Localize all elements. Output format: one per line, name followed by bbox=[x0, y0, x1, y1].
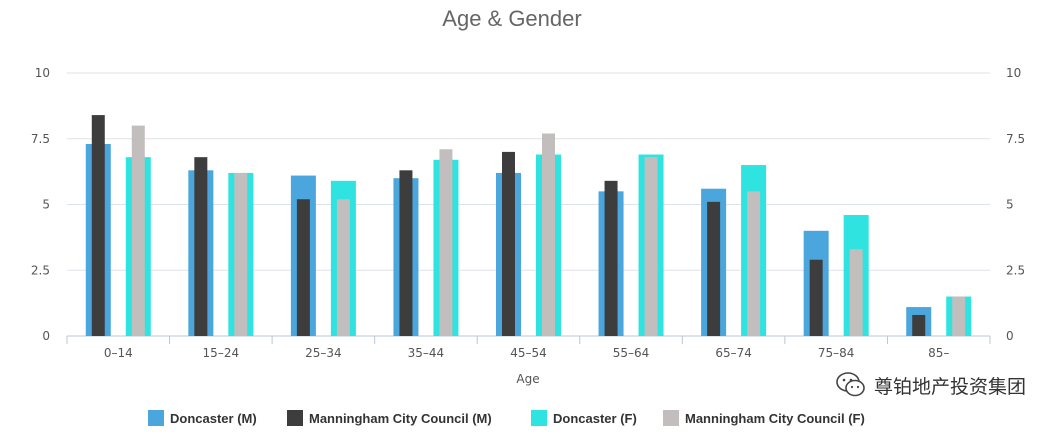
legend-swatch bbox=[287, 410, 303, 426]
legend-swatch bbox=[531, 410, 547, 426]
bar-manningham-f bbox=[439, 149, 453, 336]
chart-title: Age & Gender bbox=[442, 6, 581, 31]
x-tick-label: 65–74 bbox=[715, 346, 752, 360]
y-tick-label-left: 0 bbox=[42, 329, 50, 343]
bar-manningham-m bbox=[296, 199, 310, 336]
x-tick-label: 75–84 bbox=[818, 346, 855, 360]
legend-swatch bbox=[148, 410, 164, 426]
y-tick-label-left: 2.5 bbox=[31, 263, 50, 277]
y-tick-label-left: 5 bbox=[42, 198, 50, 212]
y-tick-label-right: 7.5 bbox=[1006, 132, 1025, 146]
bar-manningham-f bbox=[336, 199, 350, 336]
legend-swatch bbox=[663, 410, 679, 426]
x-tick-label: 0–14 bbox=[104, 346, 133, 360]
y-tick-label-right: 2.5 bbox=[1006, 263, 1025, 277]
bar-manningham-m bbox=[91, 115, 105, 336]
bar-manningham-f bbox=[644, 157, 658, 336]
legend-label: Manningham City Council (F) bbox=[685, 411, 865, 426]
x-axis-title: Age bbox=[516, 372, 539, 386]
bar-manningham-m bbox=[707, 201, 721, 336]
bar-manningham-f bbox=[234, 172, 248, 336]
bar-manningham-m bbox=[912, 314, 926, 336]
wechat-icon bbox=[836, 372, 865, 397]
bar-manningham-f bbox=[952, 296, 966, 336]
bar-manningham-m bbox=[502, 151, 515, 336]
x-tick-label: 45–54 bbox=[510, 346, 547, 360]
legend-label: Doncaster (F) bbox=[553, 411, 637, 426]
y-tick-label-right: 10 bbox=[1006, 66, 1021, 80]
y-tick-label-left: 10 bbox=[35, 66, 50, 80]
bar-manningham-f bbox=[542, 133, 555, 336]
bar-manningham-m bbox=[399, 170, 413, 336]
bar-manningham-f bbox=[849, 249, 863, 336]
x-tick-label: 55–64 bbox=[613, 346, 650, 360]
bar-manningham-m bbox=[604, 180, 618, 336]
bar-manningham-f bbox=[747, 191, 761, 336]
x-tick-label: 85– bbox=[928, 346, 949, 360]
watermark: 尊铂地产投资集团 bbox=[834, 368, 1026, 402]
y-tick-label-right: 5 bbox=[1006, 198, 1014, 212]
y-tick-label-right: 0 bbox=[1006, 329, 1014, 343]
x-tick-label: 15–24 bbox=[203, 346, 240, 360]
bar-manningham-m bbox=[194, 157, 208, 336]
x-tick-label: 35–44 bbox=[408, 346, 445, 360]
bar-manningham-m bbox=[809, 259, 823, 336]
watermark-text: 尊铂地产投资集团 bbox=[873, 375, 1026, 398]
legend-label: Doncaster (M) bbox=[170, 411, 257, 426]
y-tick-label-left: 7.5 bbox=[31, 132, 50, 146]
x-tick-label: 25–34 bbox=[305, 346, 342, 360]
legend-label: Manningham City Council (M) bbox=[309, 411, 492, 426]
bar-manningham-f bbox=[131, 125, 145, 336]
